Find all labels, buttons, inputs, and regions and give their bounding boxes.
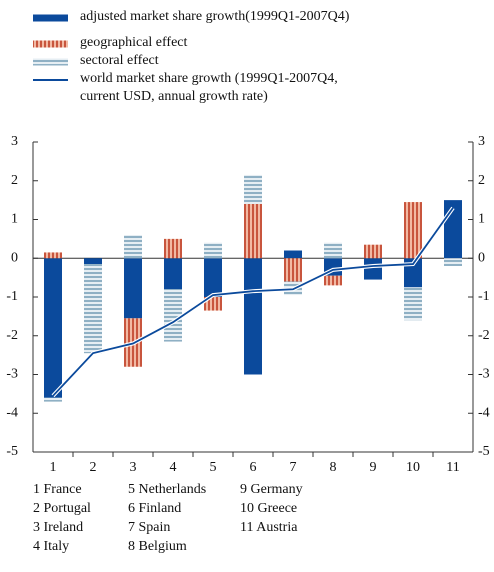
bar-segment [84,264,102,354]
category-name: 3 Ireland [33,520,84,535]
legend-swatch [33,40,68,48]
legend-label: sectoral effect [80,53,159,68]
legend-label: geographical effect [80,35,188,50]
x-tick-label: 5 [210,460,217,475]
x-tick-label: 10 [406,460,420,475]
x-tick-label: 7 [290,460,297,475]
category-name: 10 Greece [240,501,298,516]
legend-label: world market share growth (1999Q1-2007Q4… [80,71,338,104]
category-name: 1 France [33,482,82,497]
legend-entry: adjusted market share growth(1999Q1-2007… [80,9,350,24]
y-tick-label: -4 [6,405,18,420]
bar-segment [124,235,142,259]
y-tick-label: 1 [11,212,18,227]
y2-tick-label: -3 [478,367,490,382]
y-tick-label: 2 [11,173,18,188]
category-name: 5 Netherlands [128,482,207,497]
y2-tick-label: 3 [478,134,485,149]
bar-segment [84,258,102,265]
x-tick-label: 6 [250,460,257,475]
bar-segment [284,258,302,282]
bar-segment [364,258,382,280]
legend-swatch [33,58,68,66]
bar-segment [244,174,262,204]
y2-tick-label: 0 [478,250,485,265]
y2-tick-label: -2 [478,328,490,343]
x-tick-label: 2 [90,460,97,475]
y2-tick-label: 2 [478,173,485,188]
y-tick-label: 0 [11,250,18,265]
legend-label: adjusted market share growth(1999Q1-2007… [80,9,350,24]
x-tick-label: 3 [130,460,137,475]
category-name: 6 Finland [128,501,182,516]
x-tick-label: 11 [446,460,459,475]
y-tick-label: -1 [6,289,18,304]
bar-segment [284,250,302,259]
x-tick-label: 9 [370,460,377,475]
legend-entry: world market share growth (1999Q1-2007Q4… [80,71,338,104]
y2-tick-label: 1 [478,212,485,227]
bar-segment [404,287,422,321]
chart: adjusted market share growth(1999Q1-2007… [6,9,490,475]
y2-tick-label: -1 [478,289,490,304]
y-tick-label: -2 [6,328,18,343]
line-series [52,207,454,397]
category-name: 2 Portugal [33,501,91,516]
x-tick-label: 8 [330,460,337,475]
bar-segment [164,258,182,290]
bar-segment [164,238,182,259]
bar-segment [244,258,262,375]
bar-segment [44,397,62,402]
y-tick-label: -5 [6,444,18,459]
y2-tick-label: -5 [478,444,490,459]
bar-segment [364,244,382,259]
bar-segment [404,202,422,259]
bar-segment [204,242,222,259]
legend-entry: sectoral effect [80,53,159,68]
bar-segment [444,258,462,266]
legend-swatch [33,14,68,22]
y-tick-label: -3 [6,367,18,382]
category-key: 1 France 2 Portugal 3 Ireland 4 Italy 5 Neth… [33,482,360,558]
category-name: 8 Belgium [128,539,187,554]
category-name: 7 Spain [128,520,171,535]
category-name: 11 Austria [240,520,298,535]
x-tick-label: 4 [170,460,177,475]
x-tick-label: 1 [50,460,57,475]
legend-entry: geographical effect [80,35,188,50]
y-tick-label: 3 [11,134,18,149]
category-name: 9 Germany [240,482,303,497]
bar-segment [44,258,62,398]
bar-segment [164,289,182,342]
bar-segment [244,204,262,259]
bar-segment [124,258,142,319]
bar-segment [204,258,222,297]
bar-segment [44,252,62,259]
bar-segment [324,242,342,259]
category-name: 4 Italy [33,539,70,554]
y2-tick-label: -4 [478,405,490,420]
bar-segment [324,275,342,286]
